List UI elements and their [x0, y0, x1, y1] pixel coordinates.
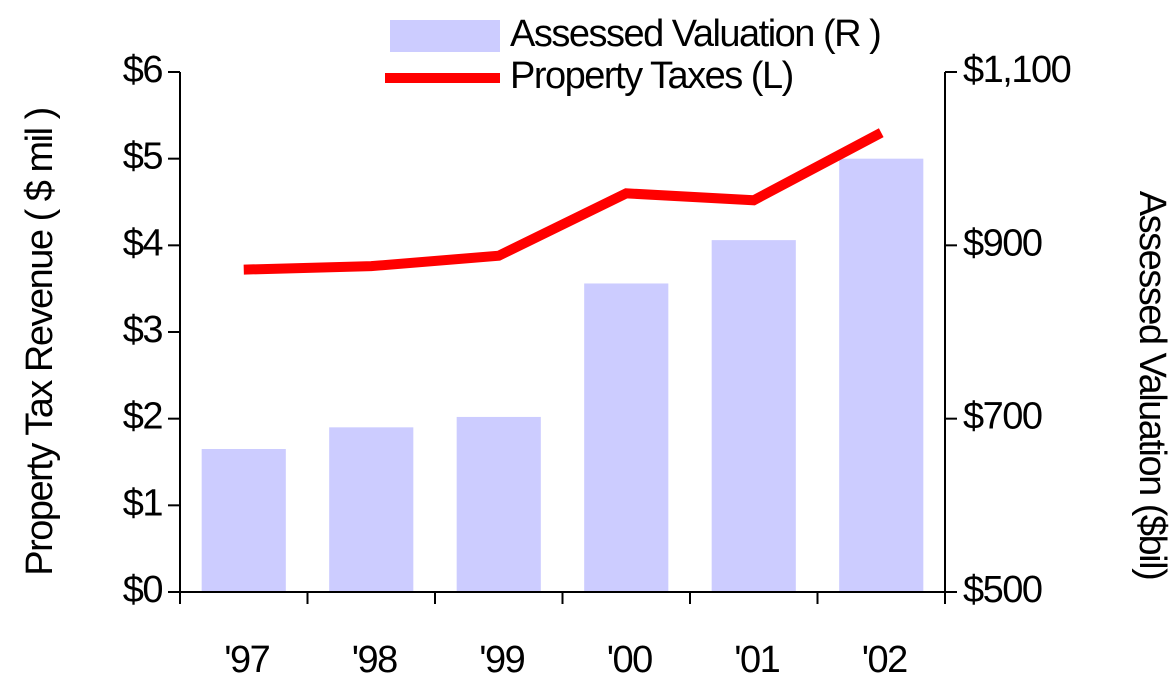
x-tick-label: '97 — [224, 639, 269, 681]
bar — [584, 283, 669, 592]
y2-tick-label: $700 — [963, 396, 1042, 438]
bar — [711, 240, 796, 592]
y-tick-label: $5 — [123, 136, 163, 178]
y-tick-label: $0 — [123, 569, 163, 611]
bar — [201, 449, 286, 592]
x-tick-label: '02 — [862, 639, 907, 681]
legend-label: Assessed Valuation (R ) — [510, 13, 880, 55]
y2-tick-label: $1,100 — [963, 49, 1071, 91]
y-tick-label: $1 — [123, 482, 163, 524]
y-tick-label: $3 — [123, 309, 163, 351]
legend-swatch — [390, 20, 500, 52]
legend-label: Property Taxes (L) — [510, 55, 793, 97]
y2-tick-label: $500 — [963, 569, 1042, 611]
y-tick-label: $4 — [123, 222, 164, 264]
x-tick-label: '98 — [352, 639, 397, 681]
line — [243, 128, 884, 275]
bar — [329, 427, 414, 592]
y2-axis-label: Assessed Valuation ($bil) — [1131, 191, 1173, 579]
y2-tick-label: $900 — [963, 222, 1042, 264]
y-tick-label: $6 — [123, 49, 163, 91]
x-tick-label: '99 — [479, 639, 524, 681]
y-axis-label: Property Tax Revenue ( $ mil ) — [19, 108, 61, 576]
y-tick-label: $2 — [123, 396, 163, 438]
bar — [456, 416, 541, 592]
bar — [839, 158, 924, 592]
x-tick-label: '01 — [734, 639, 779, 681]
x-tick-label: '00 — [607, 639, 652, 681]
